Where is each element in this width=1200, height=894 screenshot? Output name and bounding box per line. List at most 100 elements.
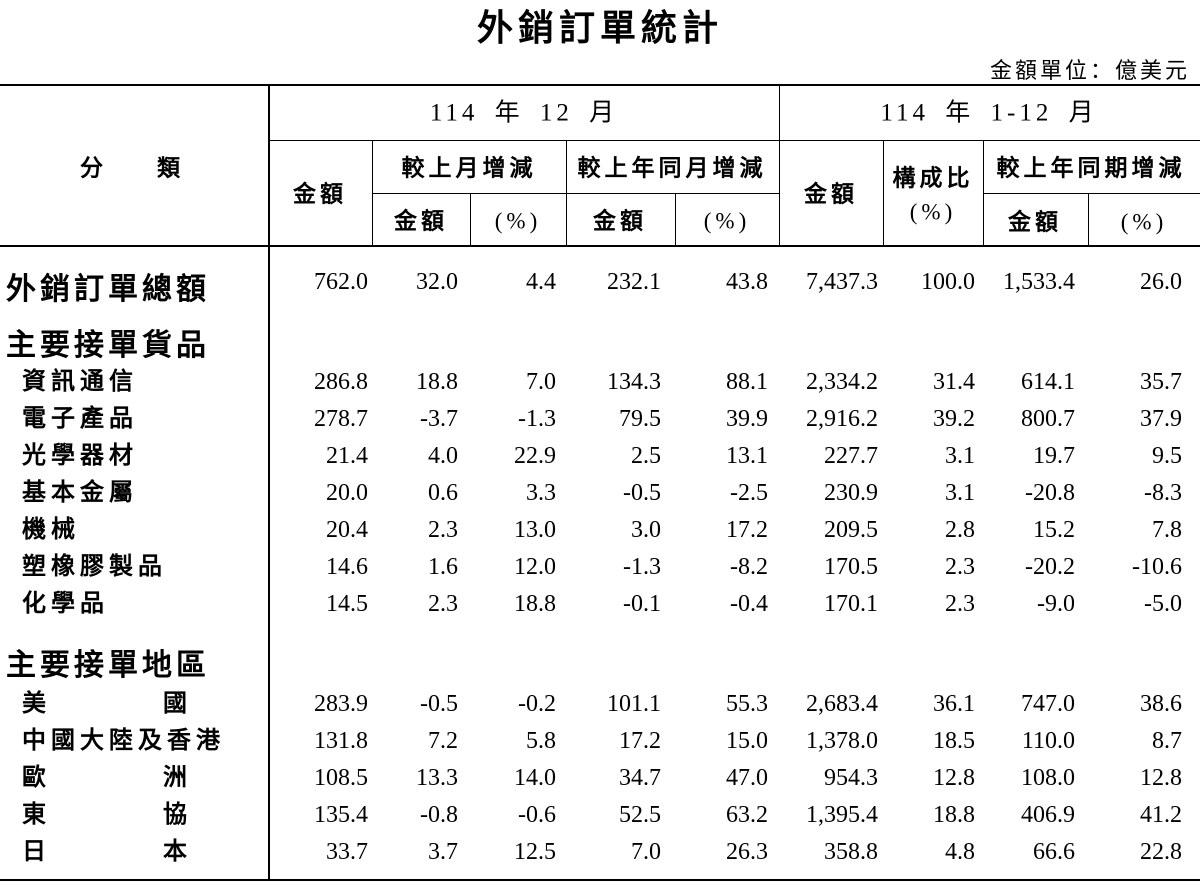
cell-value: -8.3 xyxy=(1144,480,1182,506)
rule xyxy=(470,193,471,246)
cell-value: 35.7 xyxy=(1140,369,1182,395)
cell-value: 954.3 xyxy=(824,765,878,791)
cell-value: 2.3 xyxy=(428,591,458,617)
cell-value: 108.5 xyxy=(314,765,368,791)
cell-value: 227.7 xyxy=(824,443,878,469)
header-sub: 金額 xyxy=(394,208,448,234)
row-label: 基本金屬 xyxy=(22,480,138,506)
cell-value: 88.1 xyxy=(726,369,768,395)
header-cell: 金額 xyxy=(804,181,858,207)
cell-value: 170.1 xyxy=(824,591,878,617)
row-label: 機械 xyxy=(22,517,80,543)
cell-value: 36.1 xyxy=(933,691,975,717)
cell-value: 110.0 xyxy=(1021,728,1075,754)
cell-value: 12.8 xyxy=(933,765,975,791)
cell-value: 3.0 xyxy=(631,517,661,543)
cell-value: 20.0 xyxy=(326,480,368,506)
cell-value: 17.2 xyxy=(726,517,768,543)
cell-value: 47.0 xyxy=(726,765,768,791)
header-period: 114 年 12 月 xyxy=(429,99,619,127)
cell-value: 3.7 xyxy=(428,839,458,865)
cell-value: 14.5 xyxy=(326,591,368,617)
header-cell: (%) xyxy=(909,199,957,225)
cell-value: 1,395.4 xyxy=(806,802,878,828)
cell-value: 9.5 xyxy=(1152,443,1182,469)
cell-value: 4.4 xyxy=(526,269,556,295)
cell-value: -3.7 xyxy=(420,406,458,432)
row-label: 電子產品 xyxy=(22,406,138,432)
unit: 金額單位：億美元 xyxy=(989,58,1190,83)
cell-value: -20.2 xyxy=(1025,554,1075,580)
cell-value: 7.0 xyxy=(526,369,556,395)
rule xyxy=(675,193,676,246)
cell-value: 2.5 xyxy=(631,443,661,469)
cell-value: 21.4 xyxy=(326,443,368,469)
cell-value: 4.8 xyxy=(945,839,975,865)
title: 外銷訂單統計 xyxy=(476,8,724,48)
cell-value: -1.3 xyxy=(623,554,661,580)
cell-value: 26.3 xyxy=(726,839,768,865)
cell-value: 7.2 xyxy=(428,728,458,754)
row-label: 東 協 xyxy=(22,802,187,828)
cell-value: -2.5 xyxy=(730,480,768,506)
cell-value: 1,533.4 xyxy=(1003,269,1075,295)
header-sub: 金額 xyxy=(1008,209,1062,235)
cell-value: 4.0 xyxy=(428,443,458,469)
cell-value: 37.9 xyxy=(1140,406,1182,432)
cell-value: 762.0 xyxy=(314,269,368,295)
cell-value: 134.3 xyxy=(607,369,661,395)
cell-value: 32.0 xyxy=(416,269,458,295)
cell-value: 41.2 xyxy=(1140,802,1182,828)
rule xyxy=(983,193,1200,194)
cell-value: -0.4 xyxy=(730,591,768,617)
cell-value: 14.0 xyxy=(514,765,556,791)
cell-value: 209.5 xyxy=(824,517,878,543)
cell-value: 2,916.2 xyxy=(806,406,878,432)
row-label: 中國大陸及香港 xyxy=(22,728,225,754)
cell-value: 7.0 xyxy=(631,839,661,865)
cell-value: -0.6 xyxy=(518,802,556,828)
cell-value: -0.5 xyxy=(623,480,661,506)
cell-value: 22.8 xyxy=(1140,839,1182,865)
row-label: 塑橡膠製品 xyxy=(22,554,167,580)
cell-value: -8.2 xyxy=(730,554,768,580)
cell-value: 52.5 xyxy=(619,802,661,828)
cell-value: -5.0 xyxy=(1144,591,1182,617)
cell-value: 33.7 xyxy=(326,839,368,865)
cell-value: 17.2 xyxy=(619,728,661,754)
cell-value: 18.8 xyxy=(933,802,975,828)
cell-value: 7.8 xyxy=(1152,517,1182,543)
cell-value: -1.3 xyxy=(518,406,556,432)
row-label: 美 國 xyxy=(22,691,187,717)
cell-value: 38.6 xyxy=(1140,691,1182,717)
cell-value: 39.2 xyxy=(933,406,975,432)
cell-value: 278.7 xyxy=(314,406,368,432)
rule xyxy=(0,84,1200,86)
rule xyxy=(0,879,1200,881)
cell-value: 135.4 xyxy=(314,802,368,828)
cell-value: 20.4 xyxy=(326,517,368,543)
rule xyxy=(268,85,270,880)
cell-value: 3.1 xyxy=(945,480,975,506)
header-cell: 較上月增減 xyxy=(401,155,537,181)
cell-value: 2.3 xyxy=(945,591,975,617)
cell-value: 13.0 xyxy=(514,517,556,543)
cell-value: 358.8 xyxy=(824,839,878,865)
row-label: 日 本 xyxy=(22,839,187,865)
cell-value: -0.2 xyxy=(518,691,556,717)
rule xyxy=(1088,193,1089,246)
header-cell: 構成比 xyxy=(892,165,974,191)
cell-value: -0.5 xyxy=(420,691,458,717)
cell-value: 170.5 xyxy=(824,554,878,580)
cell-value: 100.0 xyxy=(921,269,975,295)
cell-value: 1.6 xyxy=(428,554,458,580)
cell-value: 131.8 xyxy=(314,728,368,754)
cell-value: 19.7 xyxy=(1033,443,1075,469)
cell-value: 7,437.3 xyxy=(806,269,878,295)
cell-value: 13.1 xyxy=(726,443,768,469)
group-title: 主要接單貨品 xyxy=(6,329,210,362)
cell-value: 18.8 xyxy=(514,591,556,617)
cell-value: 800.7 xyxy=(1021,406,1075,432)
cell-value: 12.5 xyxy=(514,839,556,865)
